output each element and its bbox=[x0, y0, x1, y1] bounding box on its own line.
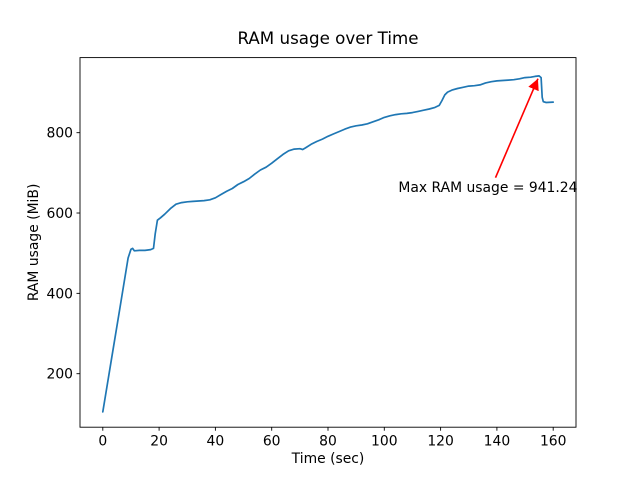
y-tick-label: 600 bbox=[46, 206, 73, 222]
x-tick-label: 0 bbox=[98, 434, 107, 450]
y-tick-label: 200 bbox=[46, 367, 73, 383]
x-tick-label: 40 bbox=[207, 434, 225, 450]
x-tick-label: 140 bbox=[484, 434, 511, 450]
plot-area: 0 20 40 60 80 100 120 140 160 200 400 600 800 Max RAM… bbox=[46, 57, 578, 450]
x-tick-label: 60 bbox=[263, 434, 281, 450]
x-tick-label: 100 bbox=[371, 434, 398, 450]
x-tick-label: 120 bbox=[427, 434, 454, 450]
y-tick-label: 800 bbox=[46, 126, 73, 142]
annotation-arrow bbox=[494, 78, 539, 178]
x-tick-label: 80 bbox=[319, 434, 337, 450]
x-axis-label: Time (sec) bbox=[291, 451, 365, 467]
x-tick-label: 160 bbox=[540, 434, 567, 450]
x-tick-label: 20 bbox=[150, 434, 168, 450]
chart-title: RAM usage over Time bbox=[237, 28, 418, 48]
ram-usage-line bbox=[101, 75, 555, 413]
y-axis-label: RAM usage (MiB) bbox=[26, 184, 42, 302]
annotation-text: Max RAM usage = 941.24 bbox=[398, 180, 577, 196]
y-tick-label: 400 bbox=[46, 286, 73, 302]
